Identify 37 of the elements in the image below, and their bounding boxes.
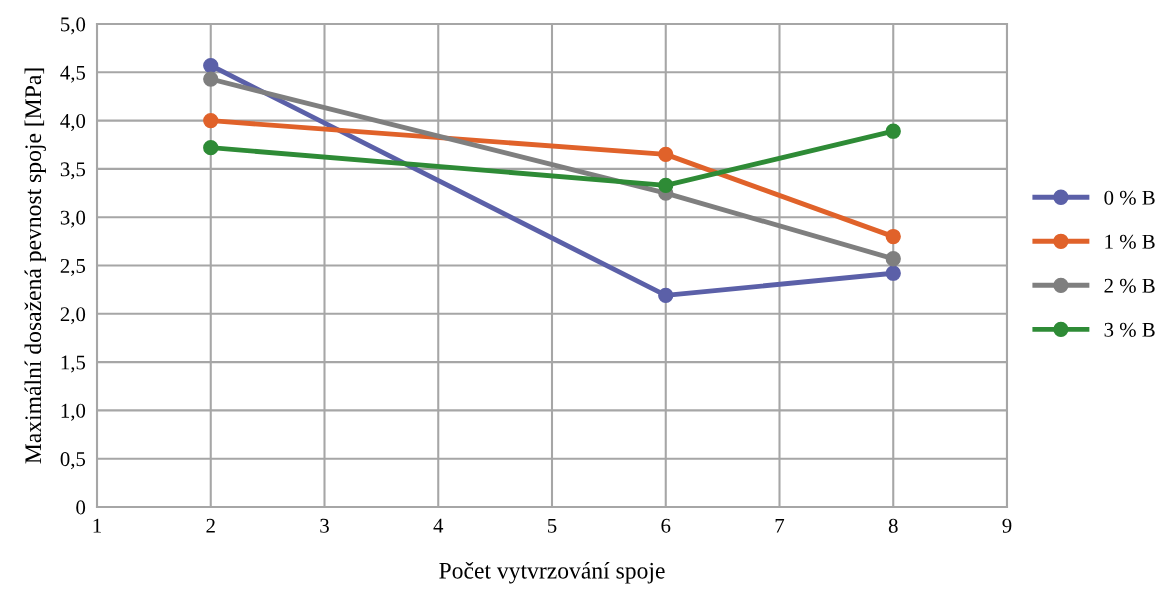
- point: [203, 57, 219, 74]
- y-tick-label: 2,0: [60, 307, 86, 325]
- x-tick-label: 8: [888, 518, 898, 533]
- x-tick-label: 9: [1002, 518, 1012, 533]
- x-tick-label: 3: [320, 518, 329, 533]
- point: [885, 228, 901, 245]
- y-tick-label: 4,0: [60, 113, 86, 132]
- point: [885, 265, 901, 281]
- point: [885, 251, 901, 267]
- y-tick-label: 0,5: [60, 452, 86, 470]
- legend-label: 1 % B: [1105, 234, 1155, 249]
- point: [658, 146, 674, 163]
- point: [885, 123, 901, 139]
- point: [203, 112, 219, 129]
- point: [203, 140, 219, 156]
- point: [658, 177, 674, 193]
- y-tick-label: 2,5: [60, 258, 86, 276]
- y-tick-label: 1,5: [61, 355, 86, 373]
- y-tick-label: 0: [76, 500, 86, 515]
- y-tick-label: 4,5: [60, 65, 86, 83]
- legend-label: 0 % B: [1104, 190, 1155, 205]
- point: [658, 287, 674, 304]
- x-axis-title: Počet vytvrzování spoje: [439, 562, 665, 584]
- y-axis-title: Maximální dosažená pevnost spoje [MPa]: [24, 68, 46, 464]
- y-tick-label: 3,0: [60, 210, 86, 228]
- x-tick-label: 1: [93, 518, 101, 533]
- legend-label: 2 % B: [1104, 278, 1155, 293]
- x-tick-label: 5: [548, 518, 557, 533]
- y-tick-label: 5,0: [61, 17, 86, 35]
- x-tick-label: 6: [661, 518, 671, 533]
- x-tick-label: 7: [775, 518, 785, 533]
- y-tick-label: 3,5: [60, 162, 86, 180]
- x-tick-label: 4: [433, 518, 444, 533]
- point: [203, 71, 219, 87]
- y-tick-label: 1,0: [61, 403, 86, 421]
- x-tick-label: 2: [206, 518, 215, 533]
- legend-label: 3 % B: [1104, 322, 1155, 337]
